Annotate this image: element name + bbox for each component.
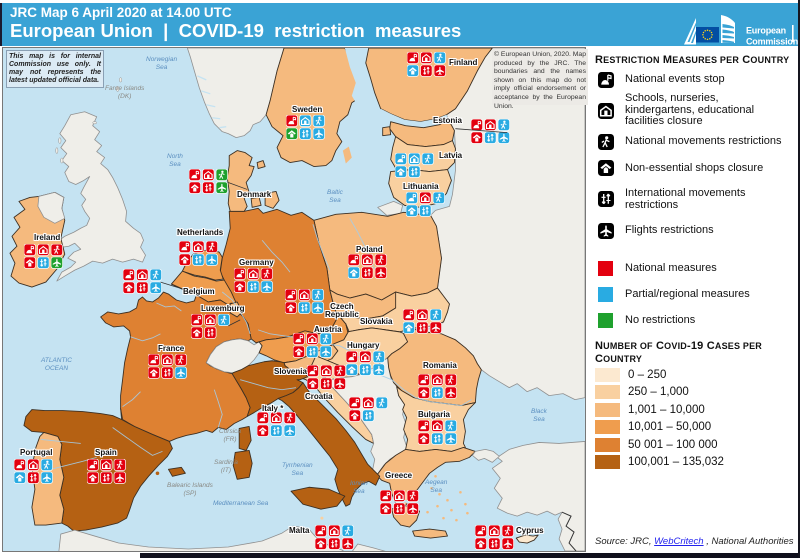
svg-text:European: European xyxy=(746,26,786,36)
svg-text:Commission: Commission xyxy=(746,37,798,47)
